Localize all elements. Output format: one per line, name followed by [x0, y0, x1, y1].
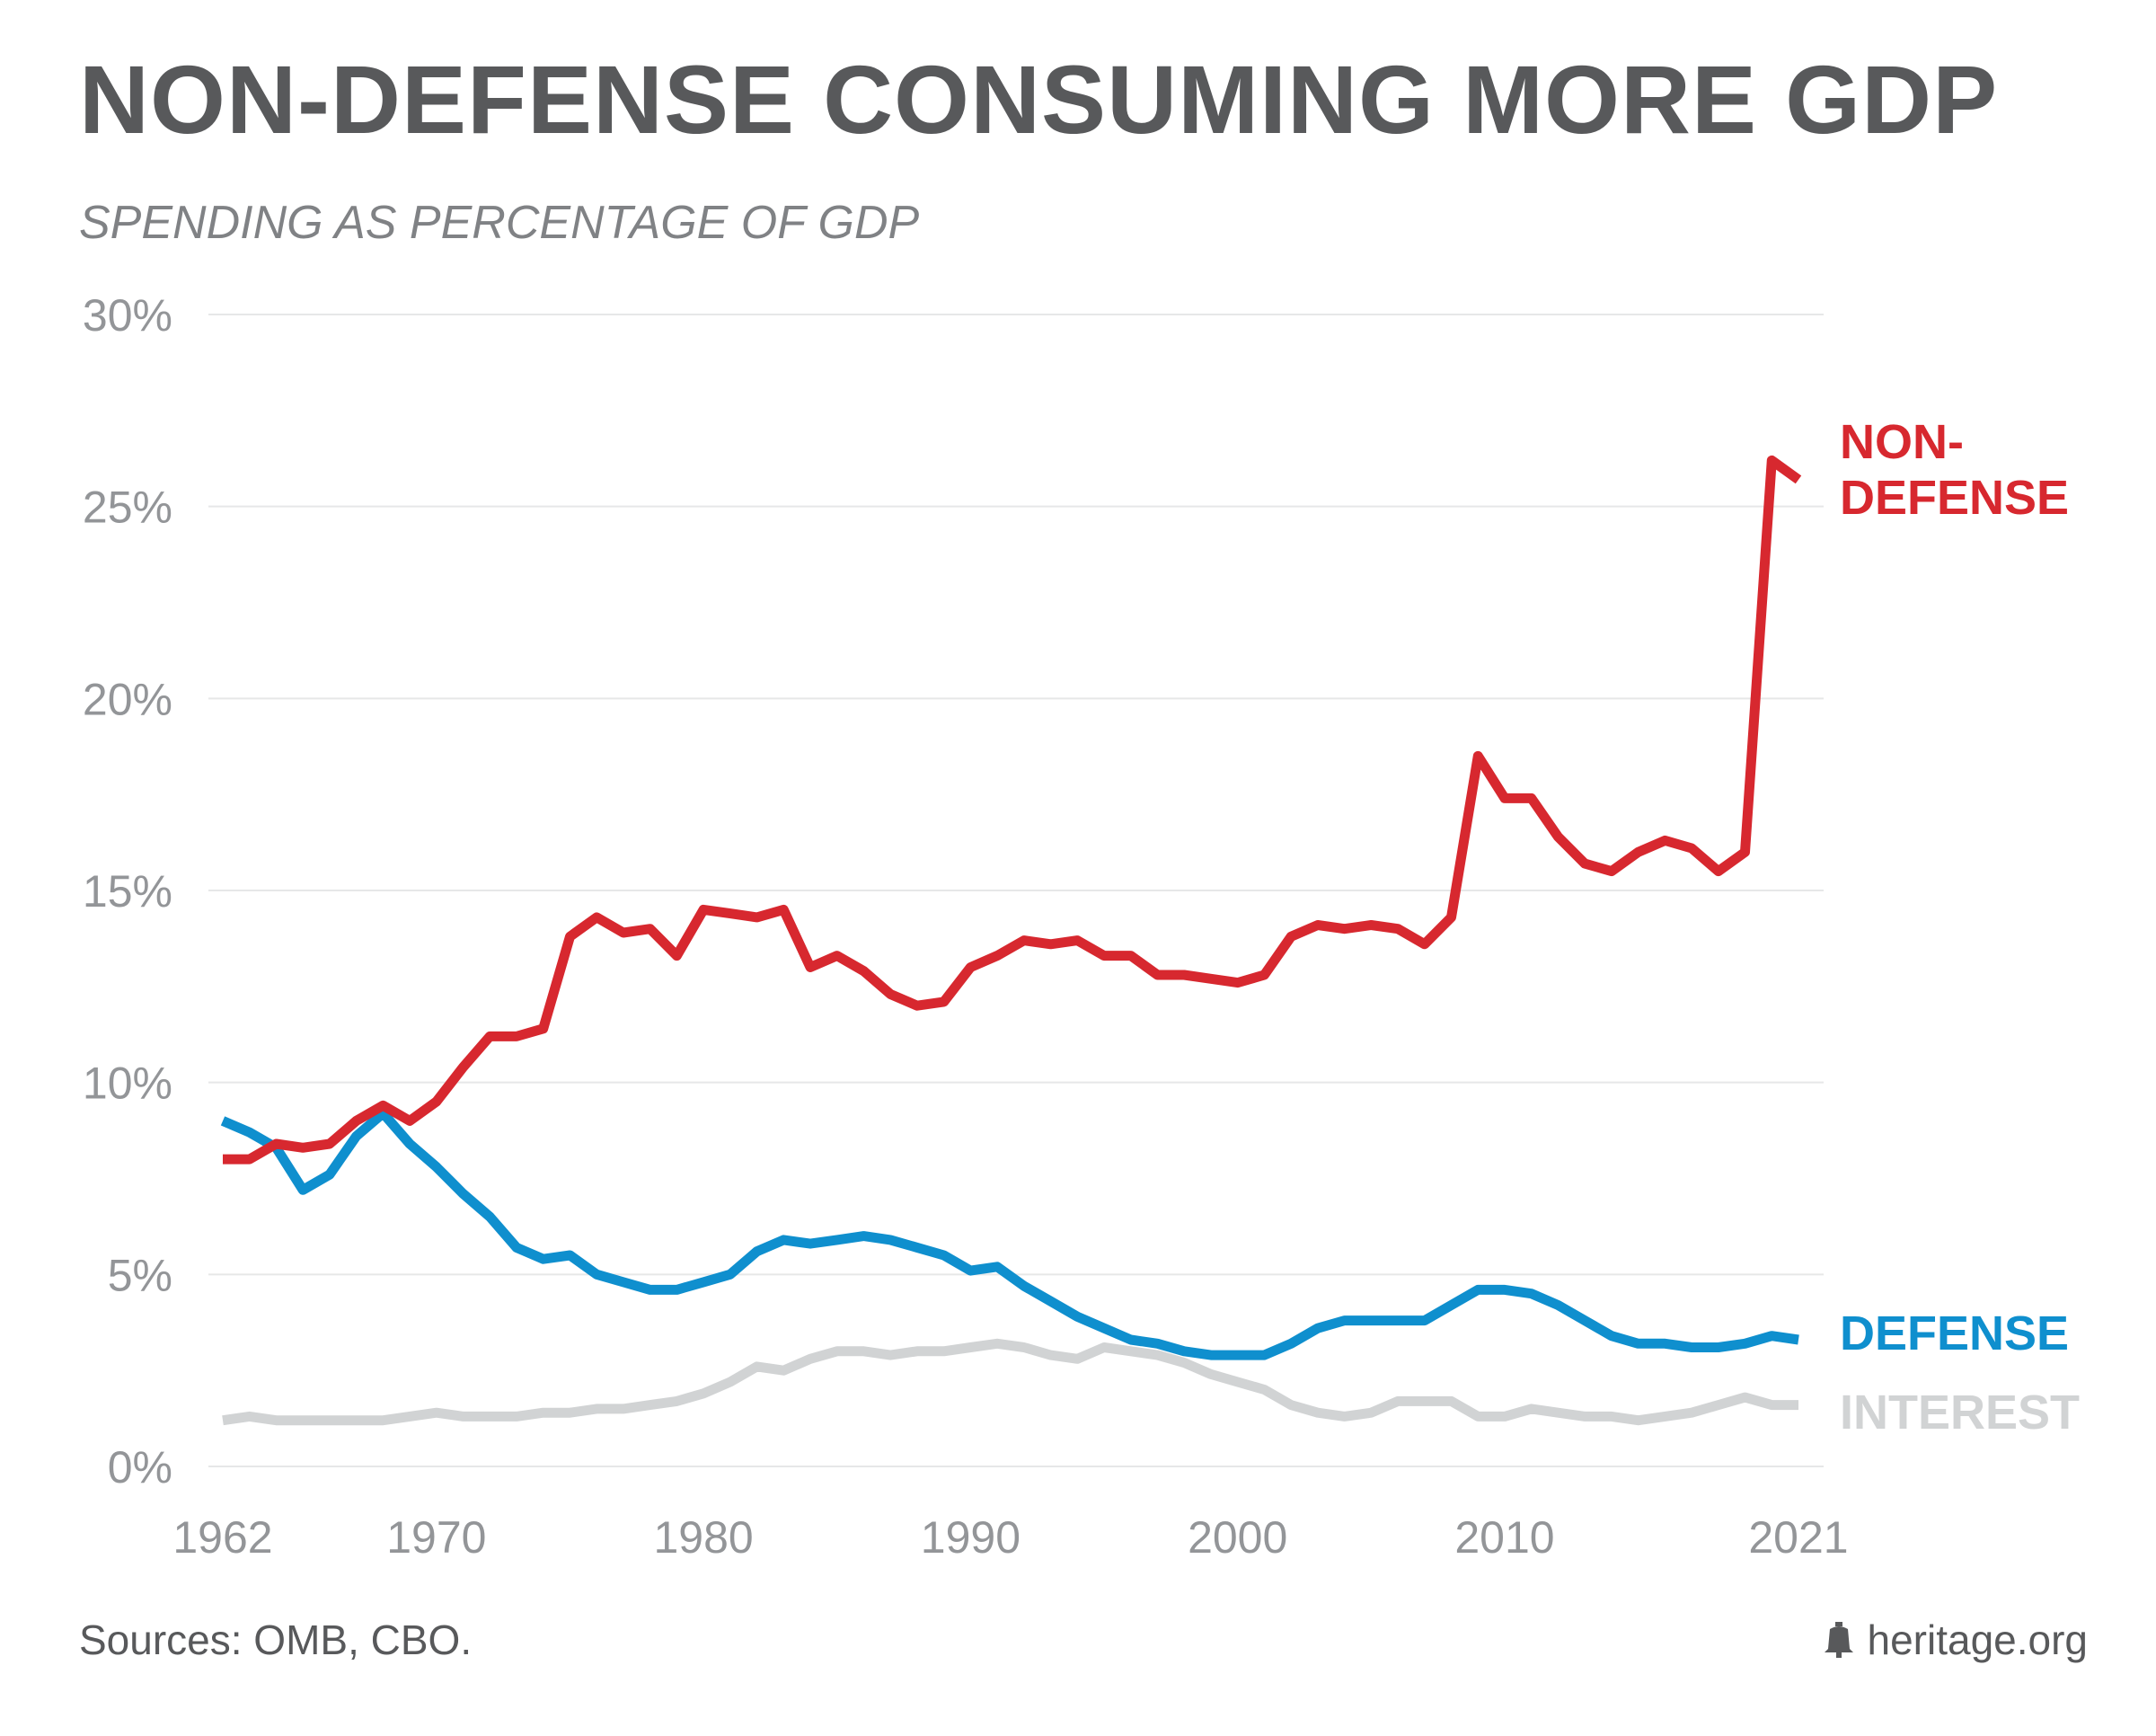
x-tick-label: 1970	[386, 1512, 486, 1563]
y-tick-label: 20%	[83, 674, 172, 724]
series-line-non-defense	[223, 455, 1802, 1165]
chart-subtitle: SPENDING AS PERCENTAGE OF GDP	[79, 197, 920, 249]
series-line-defense	[220, 1108, 1799, 1360]
brand-link[interactable]: heritage.org	[1823, 1616, 2089, 1664]
x-tick-label: 2010	[1454, 1512, 1554, 1563]
y-tick-label: 15%	[83, 866, 172, 917]
chart-title: NON-DEFENSE CONSUMING MORE GDP	[79, 45, 1999, 154]
y-tick-label: 30%	[83, 290, 172, 341]
x-tick-label: 1990	[921, 1512, 1021, 1563]
y-tick-label: 10%	[83, 1058, 172, 1109]
gridlines	[208, 314, 1824, 1467]
series-label-interest: INTEREST	[1840, 1386, 2080, 1439]
y-tick-label: 0%	[108, 1442, 172, 1492]
x-tick-label: 2000	[1188, 1512, 1287, 1563]
series-label-defense: DEFENSE	[1840, 1306, 2069, 1360]
series-labels: NON-DEFENSE DEFENSE INTEREST	[1840, 415, 2080, 1439]
brand-text[interactable]: heritage.org	[1867, 1616, 2089, 1663]
series-lines	[220, 455, 1802, 1426]
x-tick-label: 1980	[654, 1512, 754, 1563]
x-tick-label: 1962	[172, 1512, 272, 1563]
y-tick-label: 25%	[83, 483, 172, 533]
x-tick-label: 2021	[1748, 1512, 1848, 1563]
series-line-interest	[222, 1338, 1798, 1426]
source-note: Sources: OMB, CBO.	[79, 1616, 473, 1663]
liberty-bell-icon	[1824, 1622, 1853, 1658]
y-axis-ticks: 0% 5% 10% 15% 20% 25% 30%	[83, 290, 172, 1492]
x-axis-ticks: 1962 1970 1980 1990 2000 2010 2021	[172, 1512, 1848, 1563]
series-label-non-defense: NON-DEFENSE	[1840, 415, 2069, 525]
y-tick-label: 5%	[108, 1250, 172, 1300]
